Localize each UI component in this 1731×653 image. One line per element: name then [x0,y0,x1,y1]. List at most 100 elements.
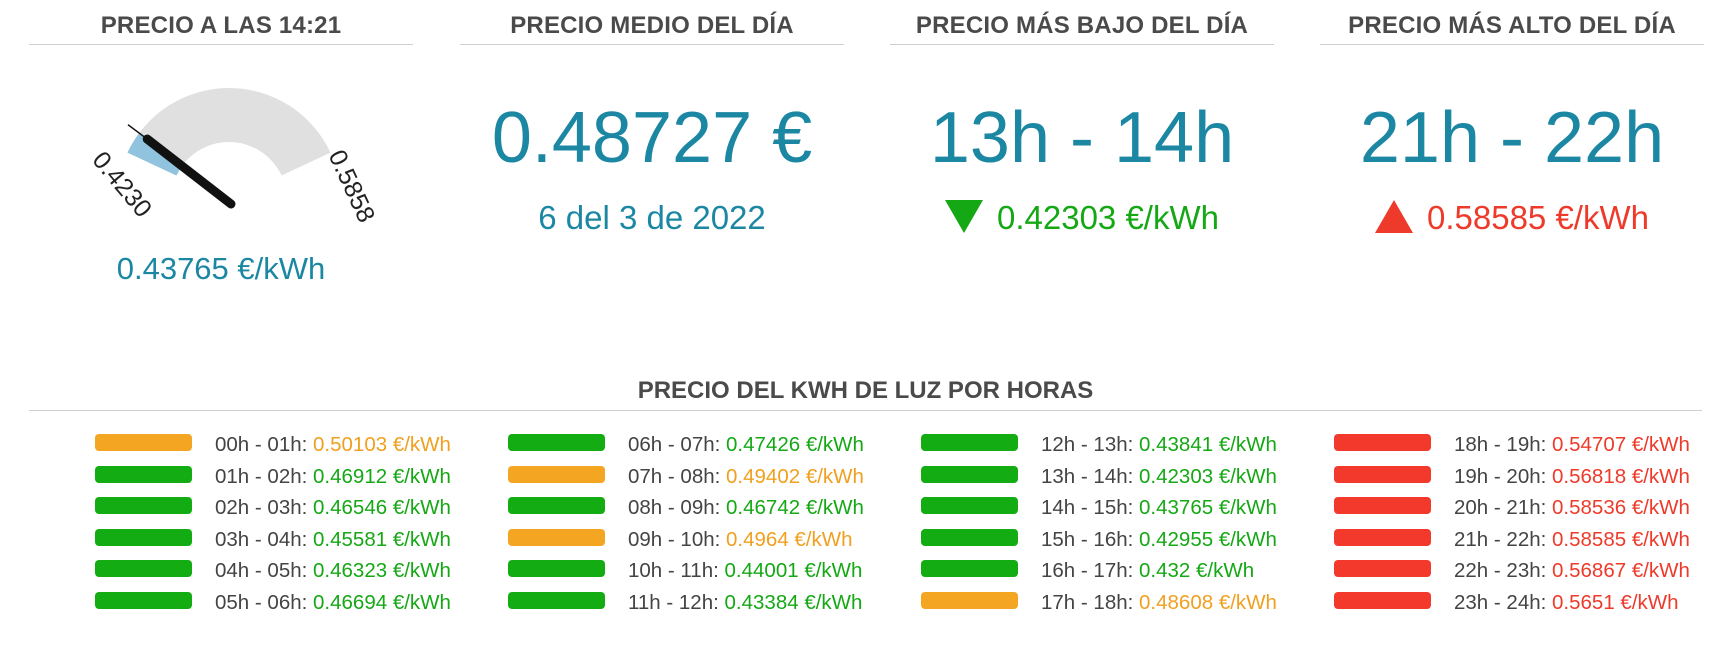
hourly-price-row: 21h - 22h: 0.58585 €/kWh [1334,524,1731,556]
gauge-fill [127,133,183,176]
hour-range: 04h - 05h: [215,559,308,583]
hourly-price-label: 14h - 15h: 0.43765 €/kWh [1041,496,1277,520]
hourly-price-row: 07h - 08h: 0.49402 €/kWh [508,461,928,493]
highest-price-range: 21h - 22h [1359,98,1665,178]
hour-price: 0.48608 €/kWh [1139,590,1277,614]
hourly-price-row: 08h - 09h: 0.46742 €/kWh [508,492,928,524]
price-gauge: 0.4230 0.5858 0.43765 €/kWh [29,60,413,300]
lowest-price-title: PRECIO MÁS BAJO DEL DÍA [890,0,1274,45]
hourly-price-label: 06h - 07h: 0.47426 €/kWh [628,433,864,457]
average-price-value: 0.48727 € [491,98,813,178]
price-level-bar [1334,434,1431,451]
price-level-bar [95,434,192,451]
price-date: 6 del 3 de 2022 [538,199,766,236]
gauge-max-label: 0.5858 [323,146,381,227]
hour-price: 0.46742 €/kWh [726,496,864,520]
hourly-price-label: 16h - 17h: 0.432 €/kWh [1041,559,1254,583]
hourly-price-label: 01h - 02h: 0.46912 €/kWh [215,465,451,489]
price-level-bar [508,434,605,451]
hourly-column: 12h - 13h: 0.43841 €/kWh 13h - 14h: 0.423… [921,429,1341,619]
hour-price: 0.54707 €/kWh [1552,433,1690,456]
hourly-price-label: 05h - 06h: 0.46694 €/kWh [215,591,451,615]
hourly-price-row: 15h - 16h: 0.42955 €/kWh [921,524,1341,556]
highest-price-line: 0.58585 €/kWh [1320,198,1704,238]
hour-price: 0.45581 €/kWh [313,527,451,551]
price-level-bar [508,465,605,483]
price-level-bar [95,528,192,546]
hourly-price-label: 23h - 24h: 0.5651 €/kWh [1454,591,1679,615]
price-level-bar [1334,528,1431,546]
gauge-needle [142,134,236,209]
current-price-value: 0.43765 €/kWh [116,251,326,286]
down-triangle-icon [945,199,983,233]
hourly-price-row: 09h - 10h: 0.4964 €/kWh [508,524,928,556]
hour-range: 12h - 13h: [1041,433,1134,456]
hour-range: 21h - 22h: [1454,527,1547,551]
price-level-bar [508,497,605,515]
hourly-price-label: 04h - 05h: 0.46323 €/kWh [215,559,451,583]
lowest-price-value: 0.42303 €/kWh [997,199,1219,236]
hourly-price-row: 12h - 13h: 0.43841 €/kWh [921,429,1341,461]
hour-price: 0.42955 €/kWh [1139,527,1277,551]
price-level-bar [1334,497,1431,515]
hourly-prices-title: PRECIO DEL KWH DE LUZ POR HORAS [29,372,1702,411]
hour-range: 22h - 23h: [1454,559,1547,583]
hour-range: 15h - 16h: [1041,527,1134,551]
hourly-price-row: 18h - 19h: 0.54707 €/kWh [1334,429,1731,461]
hourly-price-label: 09h - 10h: 0.4964 €/kWh [628,528,853,552]
hour-range: 20h - 21h: [1454,496,1547,520]
gauge-chart: 0.4230 0.5858 [87,88,381,227]
hour-range: 08h - 09h: [628,496,721,520]
hourly-prices-grid: 00h - 01h: 0.50103 €/kWh 01h - 02h: 0.469… [0,429,1731,629]
price-level-bar [95,591,192,609]
hourly-price-row: 20h - 21h: 0.58536 €/kWh [1334,492,1731,524]
hour-price: 0.58585 €/kWh [1552,527,1690,551]
price-level-bar [921,434,1018,451]
hourly-price-row: 16h - 17h: 0.432 €/kWh [921,555,1341,587]
price-level-bar [95,497,192,515]
hour-price: 0.49402 €/kWh [726,464,864,488]
hourly-price-label: 15h - 16h: 0.42955 €/kWh [1041,528,1277,552]
hourly-price-label: 11h - 12h: 0.43384 €/kWh [628,591,862,615]
highest-price-panel: PRECIO MÁS ALTO DEL DÍA 21h - 22h 0.5858… [1320,0,1704,236]
lowest-price-range: 13h - 14h [929,98,1235,178]
price-level-bar [921,560,1018,578]
hourly-price-label: 22h - 23h: 0.56867 €/kWh [1454,559,1690,583]
price-level-bar [95,560,192,578]
hourly-price-label: 00h - 01h: 0.50103 €/kWh [215,433,451,457]
price-level-bar [921,528,1018,546]
hourly-price-label: 08h - 09h: 0.46742 €/kWh [628,496,864,520]
price-level-bar [508,560,605,578]
hourly-price-label: 10h - 11h: 0.44001 €/kWh [628,559,862,583]
hourly-price-row: 14h - 15h: 0.43765 €/kWh [921,492,1341,524]
hourly-price-label: 19h - 20h: 0.56818 €/kWh [1454,465,1690,489]
hour-price: 0.50103 €/kWh [313,433,451,456]
hour-range: 10h - 11h: [628,559,719,583]
hourly-price-label: 12h - 13h: 0.43841 €/kWh [1041,433,1277,457]
hourly-price-label: 02h - 03h: 0.46546 €/kWh [215,496,451,520]
hour-range: 06h - 07h: [628,433,721,456]
price-level-bar [1334,560,1431,578]
gauge-needle-tip [127,124,148,140]
hour-range: 02h - 03h: [215,496,308,520]
up-triangle-icon [1375,199,1413,233]
hourly-price-row: 01h - 02h: 0.46912 €/kWh [95,461,515,493]
hour-price: 0.46546 €/kWh [313,496,451,520]
gauge-track [127,88,331,176]
price-level-bar [921,591,1018,609]
hour-range: 14h - 15h: [1041,496,1134,520]
hourly-column: 06h - 07h: 0.47426 €/kWh 07h - 08h: 0.494… [508,429,928,619]
hour-price: 0.432 €/kWh [1139,559,1255,583]
hourly-column: 18h - 19h: 0.54707 €/kWh 19h - 20h: 0.568… [1334,429,1731,619]
hour-price: 0.47426 €/kWh [726,433,864,456]
hour-price: 0.56867 €/kWh [1552,559,1690,583]
hourly-price-row: 03h - 04h: 0.45581 €/kWh [95,524,515,556]
hourly-price-label: 21h - 22h: 0.58585 €/kWh [1454,528,1690,552]
hour-range: 07h - 08h: [628,464,721,488]
hour-range: 16h - 17h: [1041,559,1134,583]
hour-price: 0.5651 €/kWh [1552,590,1679,614]
hourly-price-row: 23h - 24h: 0.5651 €/kWh [1334,587,1731,619]
hourly-price-row: 10h - 11h: 0.44001 €/kWh [508,555,928,587]
price-level-bar [921,465,1018,483]
hour-range: 00h - 01h: [215,433,308,456]
